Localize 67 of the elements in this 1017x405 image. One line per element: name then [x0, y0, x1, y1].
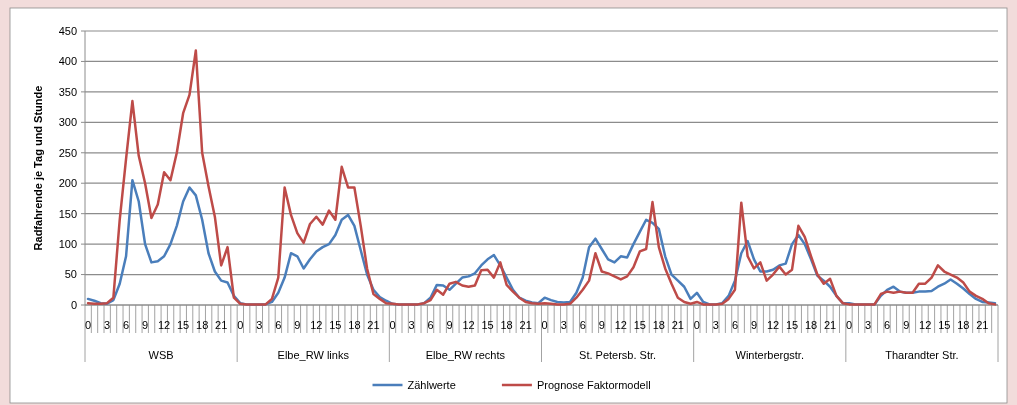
x-tick-label: 3 — [560, 319, 567, 331]
x-tick-label: 3 — [712, 319, 719, 331]
x-tick-label: 21 — [671, 319, 684, 331]
text: Elbe_RW links — [277, 349, 350, 361]
y-tick-label: 400 — [58, 55, 77, 68]
x-tick-label: 6 — [122, 319, 130, 331]
x-tick-label: 18 — [348, 319, 361, 331]
y-tick-label: 250 — [58, 146, 77, 159]
x-tick-label: 21 — [823, 319, 837, 331]
y-tick-label: 150 — [58, 207, 77, 220]
y-tick-label: 100 — [58, 237, 77, 250]
x-tick-label: 3 — [408, 319, 415, 331]
x-tick-label: 3 — [865, 319, 872, 331]
x-tick-label: 6 — [731, 319, 739, 331]
x-tick-label: 0 — [541, 319, 548, 331]
x-tick-label: 3 — [103, 319, 111, 331]
x-tick-label: 18 — [500, 319, 513, 331]
x-tick-label: 6 — [275, 319, 282, 331]
x-tick-label: 9 — [294, 319, 301, 331]
y-tick-label: 50 — [64, 268, 77, 281]
x-tick-label: 9 — [598, 319, 605, 331]
text: Winterbergstr. — [735, 349, 804, 361]
y-axis-title: Radfahrende je Tag und Stunde — [32, 85, 44, 251]
x-tick-label: 6 — [579, 319, 586, 331]
x-tick-label: 9 — [142, 319, 149, 331]
x-tick-label: 18 — [957, 319, 970, 331]
x-tick-label: 12 — [462, 319, 475, 331]
y-tick-label: 0 — [70, 298, 77, 311]
y-tick-label: 300 — [58, 116, 77, 129]
x-tick-label: 9 — [750, 319, 758, 331]
x-tick-label: 12 — [614, 319, 627, 331]
x-tick-label: 0 — [389, 319, 396, 331]
x-tick-label: 6 — [427, 319, 434, 331]
y-tick-label: 350 — [58, 85, 77, 98]
x-tick-label: 15 — [177, 319, 190, 331]
text: Elbe_RW rechts — [425, 349, 506, 361]
x-tick-label: 12 — [310, 319, 323, 331]
y-tick-label: 450 — [58, 24, 77, 37]
text: WSB — [148, 349, 174, 361]
x-tick-label: 18 — [196, 319, 209, 331]
x-tick-label: 12 — [157, 319, 171, 331]
x-tick-label: 9 — [903, 319, 910, 331]
x-tick-label: 15 — [329, 319, 342, 331]
x-tick-label: 18 — [804, 319, 818, 331]
legend-label: Prognose Faktormodell — [536, 378, 651, 391]
x-tick-label: 0 — [84, 319, 92, 331]
x-tick-label: 21 — [367, 319, 380, 331]
x-tick-label: 15 — [785, 319, 799, 331]
x-tick-label: 6 — [884, 319, 891, 331]
x-tick-label: 21 — [519, 319, 532, 331]
x-tick-label: 21 — [215, 319, 228, 331]
x-tick-label: 21 — [976, 319, 989, 331]
x-tick-label: 9 — [446, 319, 453, 331]
y-tick-label: 200 — [58, 177, 77, 190]
legend-label: Zählwerte — [407, 378, 456, 391]
x-tick-label: 15 — [633, 319, 646, 331]
x-tick-label: 12 — [919, 319, 932, 331]
x-tick-label: 15 — [481, 319, 494, 331]
text: St. Petersb. Str. — [579, 349, 657, 361]
x-tick-label: 0 — [693, 319, 700, 331]
x-tick-label: 15 — [938, 319, 951, 331]
x-tick-label: 0 — [237, 319, 244, 331]
x-tick-label: 3 — [256, 319, 263, 331]
x-tick-label: 0 — [846, 319, 853, 331]
x-tick-label: 18 — [652, 319, 665, 331]
x-tick-label: 12 — [766, 319, 780, 331]
text: Tharandter Str. — [885, 349, 959, 361]
